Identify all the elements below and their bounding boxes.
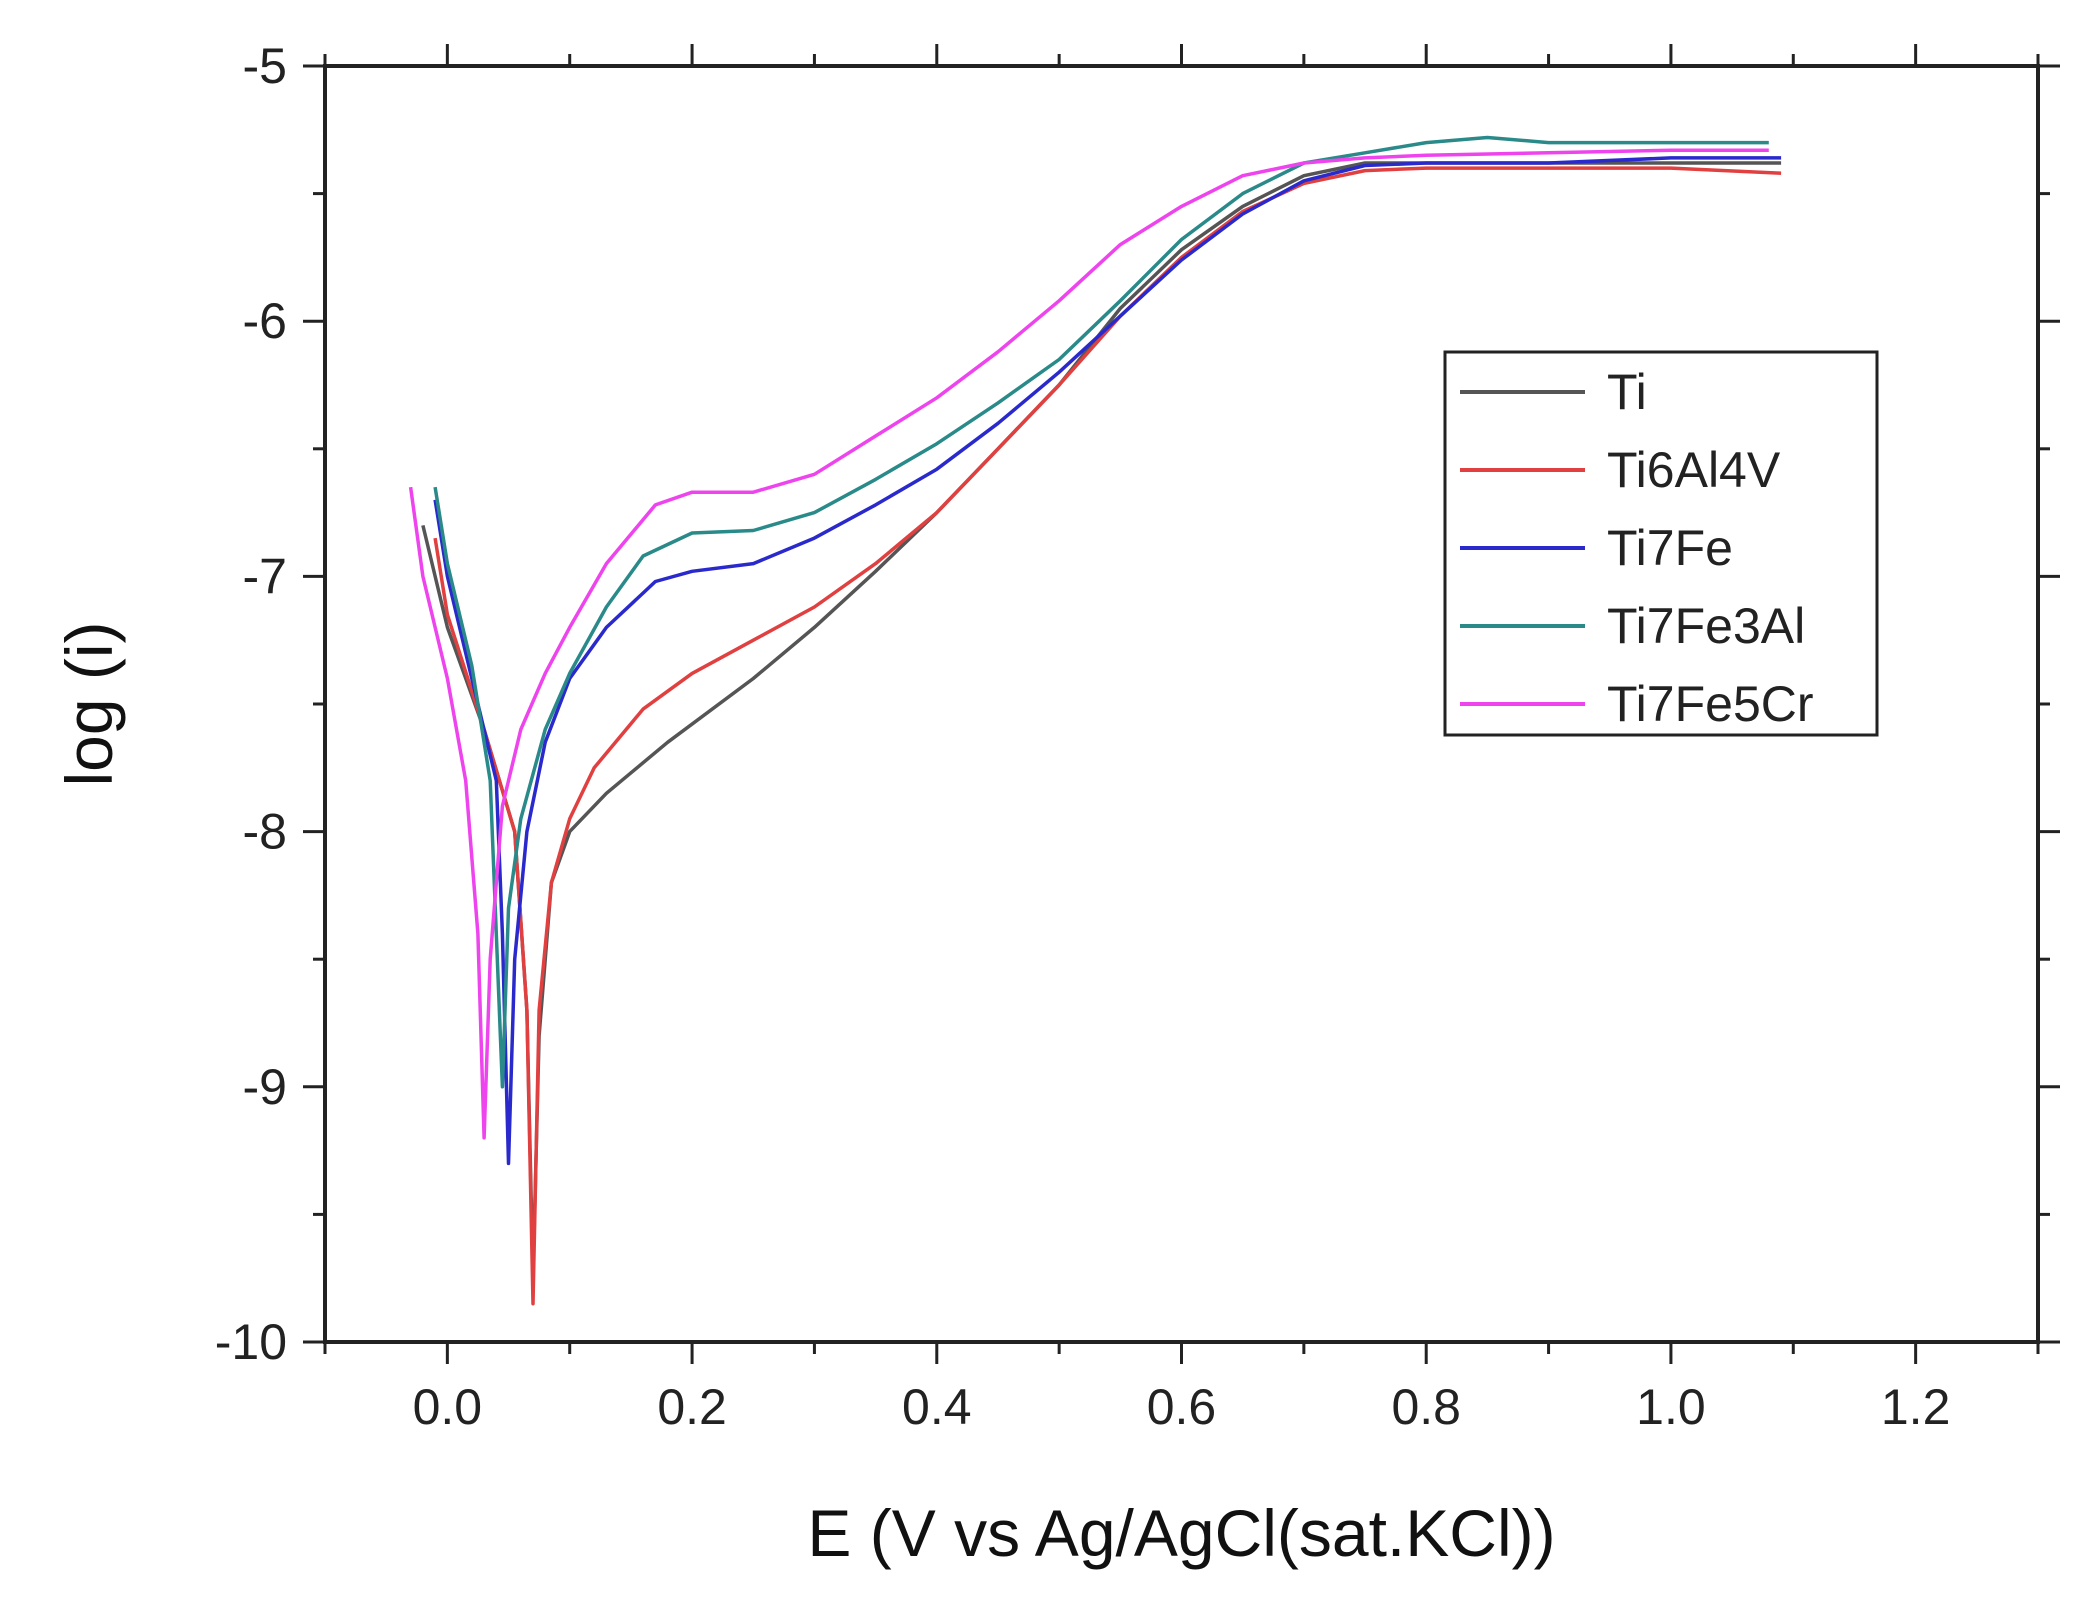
- y-tick-label: -10: [215, 1314, 287, 1370]
- x-tick-label: 0.2: [657, 1379, 727, 1435]
- y-tick-label: -7: [243, 548, 287, 604]
- legend: Ti Ti6Al4V Ti7Fe Ti7Fe3Al Ti7Fe5Cr: [1443, 350, 1879, 737]
- legend-label: Ti7Fe: [1607, 520, 1733, 576]
- y-tick-label: -6: [243, 293, 287, 349]
- series-line-ti6al4v: [433, 166, 1782, 1306]
- series-layer: [408, 135, 1782, 1306]
- x-axis-title: E (V vs Ag/AgCl(sat.KCl)): [807, 1496, 1555, 1570]
- x-tick-label: 1.2: [1881, 1379, 1951, 1435]
- legend-label: Ti: [1607, 364, 1647, 420]
- x-tick-label: 0.0: [413, 1379, 483, 1435]
- legend-label: Ti7Fe3Al: [1607, 598, 1805, 654]
- x-tick-label: 0.4: [902, 1379, 972, 1435]
- legend-label: Ti7Fe5Cr: [1607, 676, 1814, 732]
- y-tick-label: -8: [243, 804, 287, 860]
- y-axis-title: log (i): [52, 621, 126, 786]
- y-tick-label: -5: [243, 38, 287, 94]
- legend-box: [1443, 350, 1879, 737]
- x-tick-label: 0.6: [1147, 1379, 1217, 1435]
- series-line-ti7fe5cr: [408, 148, 1769, 1140]
- y-tick-label: -9: [243, 1059, 287, 1115]
- x-tick-label: 1.0: [1636, 1379, 1706, 1435]
- x-axis-ticks: 0.0 0.2 0.4 0.6 0.8 1.0 1.2: [323, 44, 2040, 1435]
- plot-frame: [323, 64, 2040, 1344]
- y-axis-ticks: -10 -9 -8 -7 -6 -5: [215, 38, 2060, 1370]
- legend-label: Ti6Al4V: [1607, 442, 1781, 498]
- series-line-ti7fe3al: [433, 135, 1769, 1089]
- x-tick-label: 0.8: [1391, 1379, 1461, 1435]
